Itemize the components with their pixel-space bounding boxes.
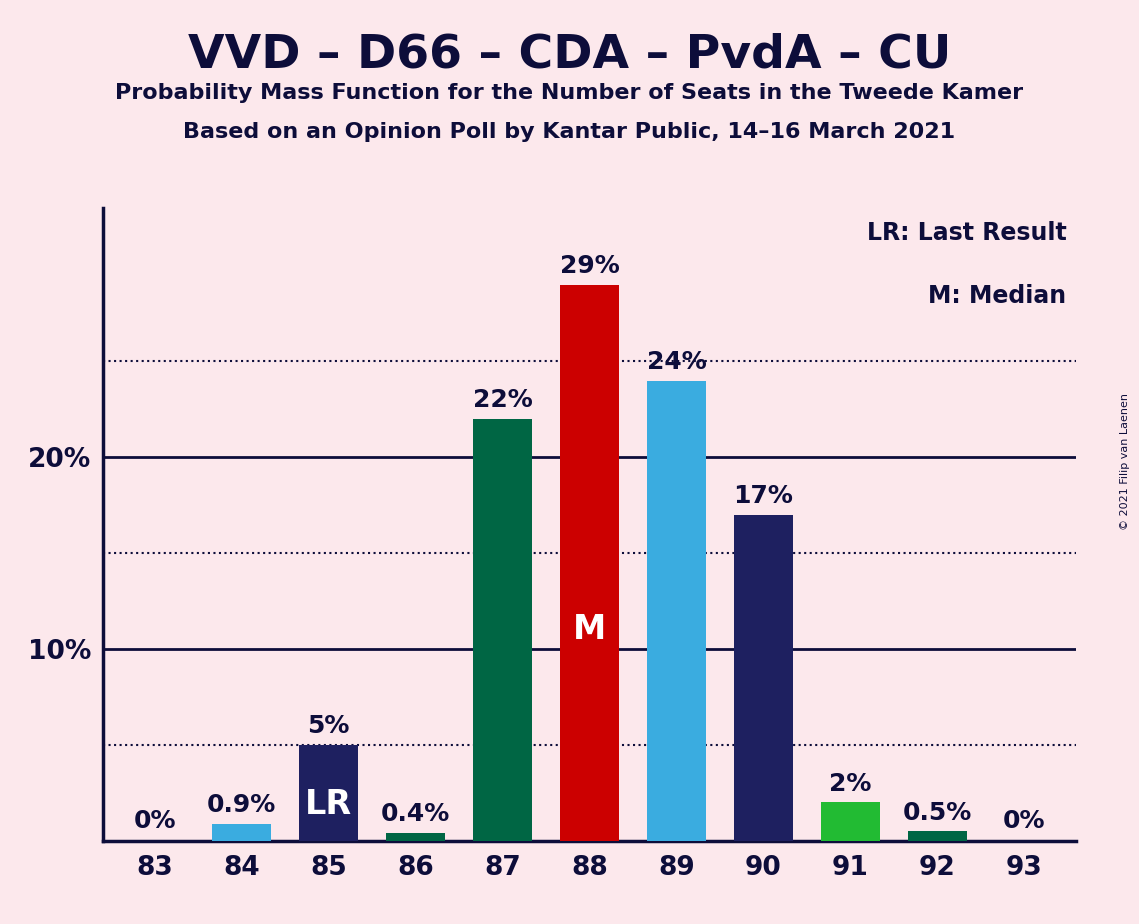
Text: 17%: 17% [734,484,793,508]
Text: 0.4%: 0.4% [380,802,450,826]
Bar [647,381,706,841]
Text: © 2021 Filip van Laenen: © 2021 Filip van Laenen [1121,394,1130,530]
Bar [473,419,532,841]
Bar [386,833,445,841]
Text: 24%: 24% [647,350,706,374]
Bar [734,515,793,841]
Text: 2%: 2% [829,772,871,796]
Text: 0%: 0% [1003,809,1046,833]
Bar [908,832,967,841]
Text: 0.9%: 0.9% [207,793,277,817]
Text: 5%: 5% [308,714,350,738]
Bar [212,823,271,841]
Bar [560,285,618,841]
Text: Probability Mass Function for the Number of Seats in the Tweede Kamer: Probability Mass Function for the Number… [115,83,1024,103]
Text: VVD – D66 – CDA – PvdA – CU: VVD – D66 – CDA – PvdA – CU [188,32,951,78]
Text: M: M [573,613,606,646]
Text: LR: LR [305,788,352,821]
Text: M: Median: M: Median [928,284,1066,308]
Text: 0.5%: 0.5% [902,800,972,824]
Text: 0%: 0% [133,809,175,833]
Text: Based on an Opinion Poll by Kantar Public, 14–16 March 2021: Based on an Opinion Poll by Kantar Publi… [183,122,956,142]
Bar [300,745,358,841]
Text: 29%: 29% [559,254,620,278]
Text: LR: Last Result: LR: Last Result [867,221,1066,245]
Bar [821,802,879,841]
Text: 22%: 22% [473,388,532,412]
